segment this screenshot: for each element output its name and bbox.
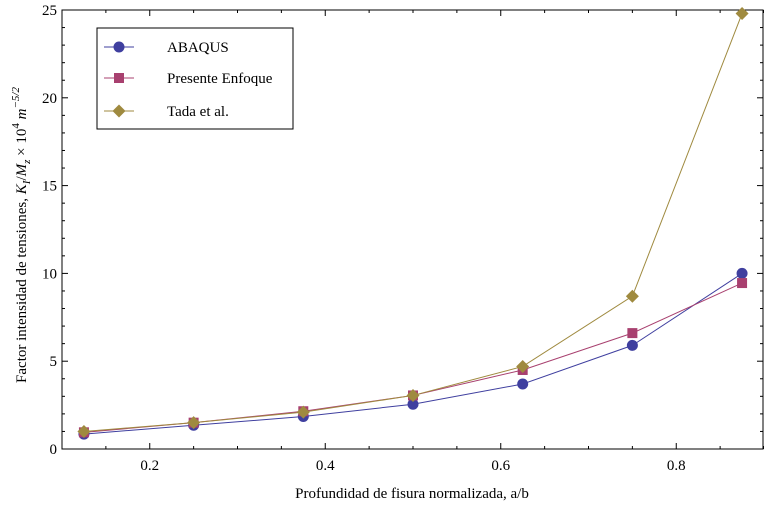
legend-marker-abaqus bbox=[113, 41, 125, 53]
y-axis-title-unit: m bbox=[14, 108, 30, 123]
data-point-tada-et-al bbox=[406, 388, 420, 402]
legend-label-abaqus: ABAQUS bbox=[167, 40, 229, 56]
series-group bbox=[77, 7, 749, 440]
data-point-tada-et-al bbox=[625, 289, 639, 303]
y-axis-title-prefix: Factor intensidad de tensiones, bbox=[14, 194, 30, 383]
y-tick-label: 25 bbox=[42, 3, 57, 19]
series-line-presente-enfoque bbox=[83, 282, 743, 433]
y-axis-title-ten-exp: 4 bbox=[10, 123, 22, 129]
y-tick-label: 0 bbox=[50, 442, 58, 458]
x-tick-label: 0.8 bbox=[667, 458, 686, 474]
legend-item-presente-enfoque: Presente Enfoque bbox=[104, 71, 273, 87]
legend-marker-tada bbox=[112, 104, 126, 118]
x-tick-label: 0.2 bbox=[140, 458, 159, 474]
data-point-tada-et-al bbox=[735, 7, 749, 21]
data-point-tada-et-al bbox=[187, 416, 201, 430]
y-axis-title-k: K bbox=[14, 183, 30, 195]
legend-item-tada: Tada et al. bbox=[104, 104, 229, 120]
y-axis-title-times: × 10 bbox=[14, 129, 30, 160]
legend-label-tada: Tada et al. bbox=[167, 104, 229, 120]
data-point-abaqus bbox=[736, 267, 748, 279]
y-axis-title-m-sub: z bbox=[21, 159, 33, 165]
y-tick-label: 15 bbox=[42, 179, 57, 195]
y-tick-label: 10 bbox=[42, 266, 57, 282]
data-point-abaqus bbox=[517, 378, 529, 390]
data-point-presente-enfoque bbox=[627, 328, 638, 339]
data-point-tada-et-al bbox=[296, 405, 310, 419]
data-point-tada-et-al bbox=[77, 424, 91, 438]
series-line-abaqus bbox=[83, 272, 743, 435]
x-axis-title: Profundidad de fisura normalizada, a/b bbox=[295, 486, 529, 502]
axes: 0.2 0.4 0.6 0.8 0 5 10 15 20 25 bbox=[42, 3, 764, 474]
y-axis-title-m: M bbox=[14, 162, 30, 177]
y-axis-title: Factor intensidad de tensiones, KI/Mz × … bbox=[10, 87, 33, 383]
legend-label-presente-enfoque: Presente Enfoque bbox=[167, 71, 273, 87]
data-point-abaqus bbox=[407, 398, 419, 410]
legend-item-abaqus: ABAQUS bbox=[104, 40, 229, 56]
data-point-abaqus bbox=[626, 339, 638, 351]
legend-marker-presente-enfoque bbox=[114, 73, 124, 83]
x-tick-label: 0.4 bbox=[316, 458, 335, 474]
y-axis-title-slash: / bbox=[14, 176, 30, 181]
y-tick-label: 20 bbox=[42, 91, 57, 107]
x-tick-label: 0.6 bbox=[491, 458, 510, 474]
legend: ABAQUS Presente Enfoque Tada et al. bbox=[96, 27, 294, 130]
y-axis-title-k-sub: I bbox=[21, 179, 33, 185]
data-point-tada-et-al bbox=[516, 359, 530, 373]
y-tick-label: 5 bbox=[50, 354, 58, 370]
data-point-presente-enfoque bbox=[737, 278, 748, 289]
y-axis-title-unit-exp: −5/2 bbox=[10, 87, 22, 109]
